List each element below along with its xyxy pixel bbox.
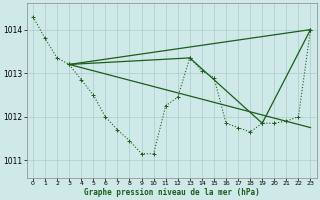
X-axis label: Graphe pression niveau de la mer (hPa): Graphe pression niveau de la mer (hPa) bbox=[84, 188, 260, 197]
